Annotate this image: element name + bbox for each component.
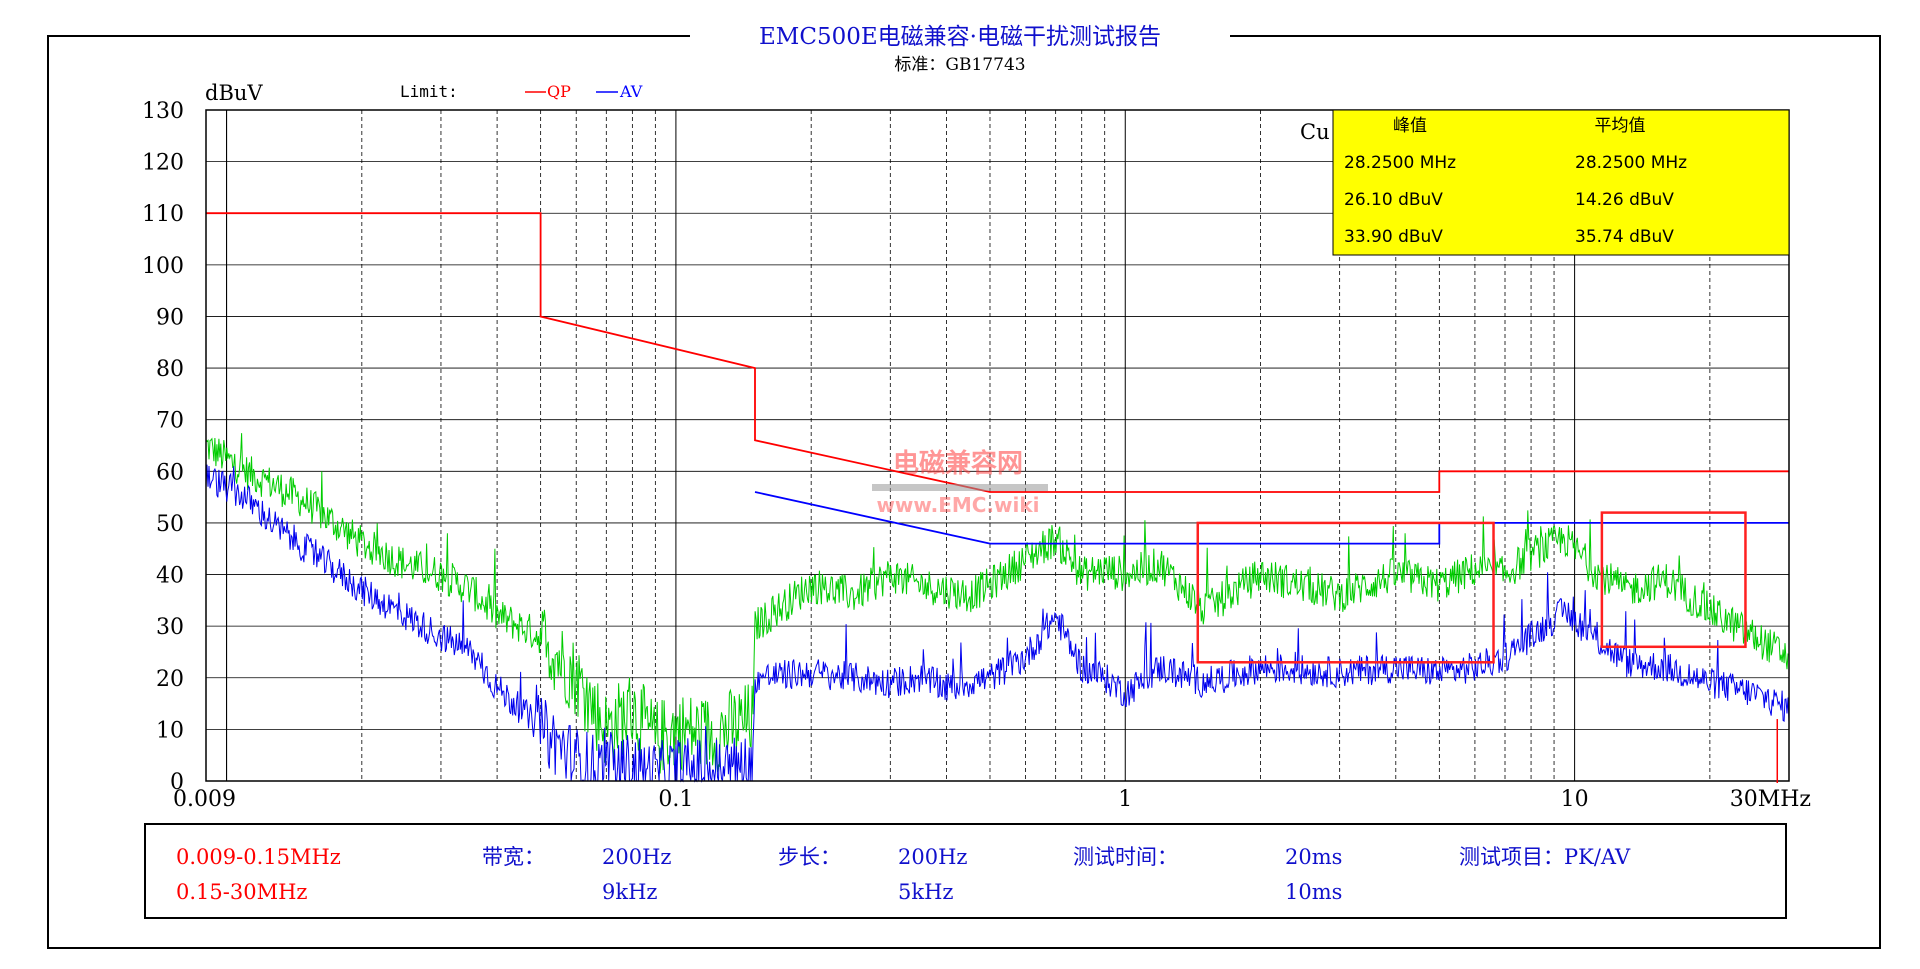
y-tick-label: 40	[156, 564, 184, 589]
test-time-label: 测试时间：	[1073, 845, 1178, 869]
step-label: 步长：	[778, 845, 841, 869]
step-value-2: 5kHz	[898, 880, 953, 904]
legend-qp-label: QP	[547, 82, 571, 101]
report-title: EMC500E电磁兼容·电磁干扰测试报告	[759, 24, 1161, 50]
limit-lines	[206, 212, 1789, 545]
step-value-1: 200Hz	[898, 845, 967, 869]
bandwidth-value-2: 9kHz	[602, 880, 657, 904]
traces	[205, 433, 1790, 783]
marker-box	[1196, 521, 1495, 664]
readout-header-avg: 平均值	[1595, 116, 1646, 136]
y-tick-label: 30	[156, 615, 184, 640]
y-axis-label: dBuV	[205, 81, 263, 105]
bandwidth-value-1: 200Hz	[602, 845, 671, 869]
readout-peak-freq: 28.2500 MHz	[1344, 153, 1456, 173]
parameter-panel	[144, 823, 1787, 919]
av-limit-line	[754, 491, 1789, 545]
y-tick-label: 80	[156, 357, 184, 382]
readout-avg-margin: 35.74 dBuV	[1575, 227, 1674, 247]
watermark-url: www.EMC.wiki	[876, 493, 1039, 517]
range-2: 0.15-30MHz	[176, 880, 307, 904]
y-tick-label: 110	[142, 202, 184, 227]
readout-peak-margin: 33.90 dBuV	[1344, 227, 1443, 247]
y-tick-label: 10	[156, 718, 184, 743]
title-backdrop	[690, 20, 1230, 50]
watermark-title: 电磁兼容网	[893, 448, 1023, 479]
readout-partial-label: Cu	[1300, 120, 1330, 144]
y-tick-label: 130	[142, 99, 184, 124]
y-tick-label: 120	[142, 151, 184, 176]
legend-limit-label: Limit:	[400, 82, 458, 101]
watermark-bar	[872, 484, 1048, 491]
y-tick-label: 20	[156, 667, 184, 692]
report-standard: 标准：GB17743	[894, 55, 1025, 75]
test-item: 测试项目：PK/AV	[1459, 845, 1631, 869]
readout-avg-level: 14.26 dBuV	[1575, 190, 1674, 210]
qp-limit-line	[206, 212, 1789, 493]
readout-peak-level: 26.10 dBuV	[1344, 190, 1443, 210]
readout-panel	[1332, 109, 1790, 256]
y-tick-label: 0	[170, 770, 184, 795]
readout-avg-freq: 28.2500 MHz	[1575, 153, 1687, 173]
y-tick-label: 90	[156, 305, 184, 330]
marker-box	[1600, 511, 1747, 649]
y-tick-label: 60	[156, 460, 184, 485]
legend-av-label: AV	[619, 82, 643, 101]
x-tick-label: 0.009	[173, 787, 236, 812]
x-tick-label: 30MHz	[1730, 787, 1811, 812]
marker-boxes	[1196, 511, 1747, 664]
test-time-value-2: 10ms	[1285, 880, 1342, 904]
x-tick-label: 0.1	[658, 787, 693, 812]
x-tick-label: 10	[1561, 787, 1589, 812]
x-tick-label: 1	[1118, 787, 1132, 812]
range-1: 0.009-0.15MHz	[176, 845, 341, 869]
watermark: 电磁兼容网 www.EMC.wiki	[872, 448, 1048, 517]
test-time-value-1: 20ms	[1285, 845, 1342, 869]
readout-header-peak: 峰值	[1393, 116, 1427, 136]
plot-area	[205, 109, 1790, 782]
y-tick-label: 70	[156, 409, 184, 434]
average-trace	[205, 464, 1790, 783]
bandwidth-label: 带宽：	[482, 845, 545, 869]
y-tick-label: 50	[156, 512, 184, 537]
y-tick-label: 100	[142, 254, 184, 279]
peak-trace	[205, 433, 1790, 774]
